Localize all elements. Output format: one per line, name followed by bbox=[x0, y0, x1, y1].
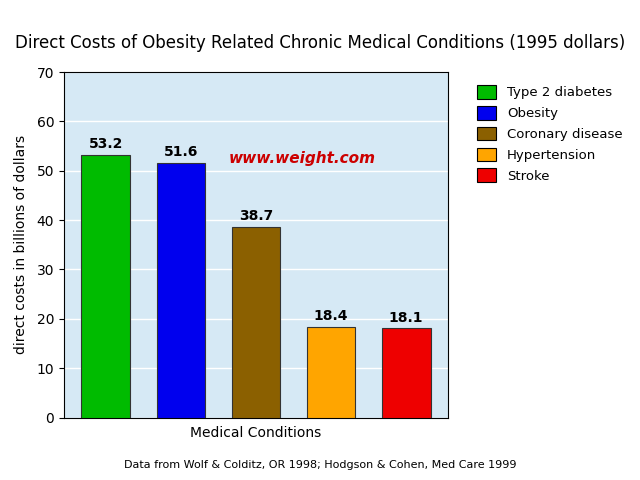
Text: 53.2: 53.2 bbox=[89, 137, 123, 152]
Text: 18.4: 18.4 bbox=[314, 309, 348, 324]
Bar bbox=[307, 327, 355, 418]
Bar bbox=[232, 227, 280, 418]
Text: 51.6: 51.6 bbox=[164, 145, 198, 159]
Text: 18.1: 18.1 bbox=[389, 311, 424, 325]
Legend: Type 2 diabetes, Obesity, Coronary disease, Hypertension, Stroke: Type 2 diabetes, Obesity, Coronary disea… bbox=[470, 79, 629, 189]
Bar bbox=[157, 163, 205, 418]
Bar bbox=[81, 155, 131, 418]
X-axis label: Medical Conditions: Medical Conditions bbox=[190, 426, 322, 440]
Text: 38.7: 38.7 bbox=[239, 209, 273, 223]
Y-axis label: direct costs in billions of dollars: direct costs in billions of dollars bbox=[14, 135, 28, 354]
Text: www.weight.com: www.weight.com bbox=[228, 151, 376, 166]
Text: Data from Wolf & Colditz, OR 1998; Hodgson & Cohen, Med Care 1999: Data from Wolf & Colditz, OR 1998; Hodgs… bbox=[124, 460, 516, 470]
Text: Direct Costs of Obesity Related Chronic Medical Conditions (1995 dollars): Direct Costs of Obesity Related Chronic … bbox=[15, 34, 625, 51]
Bar bbox=[381, 328, 431, 418]
